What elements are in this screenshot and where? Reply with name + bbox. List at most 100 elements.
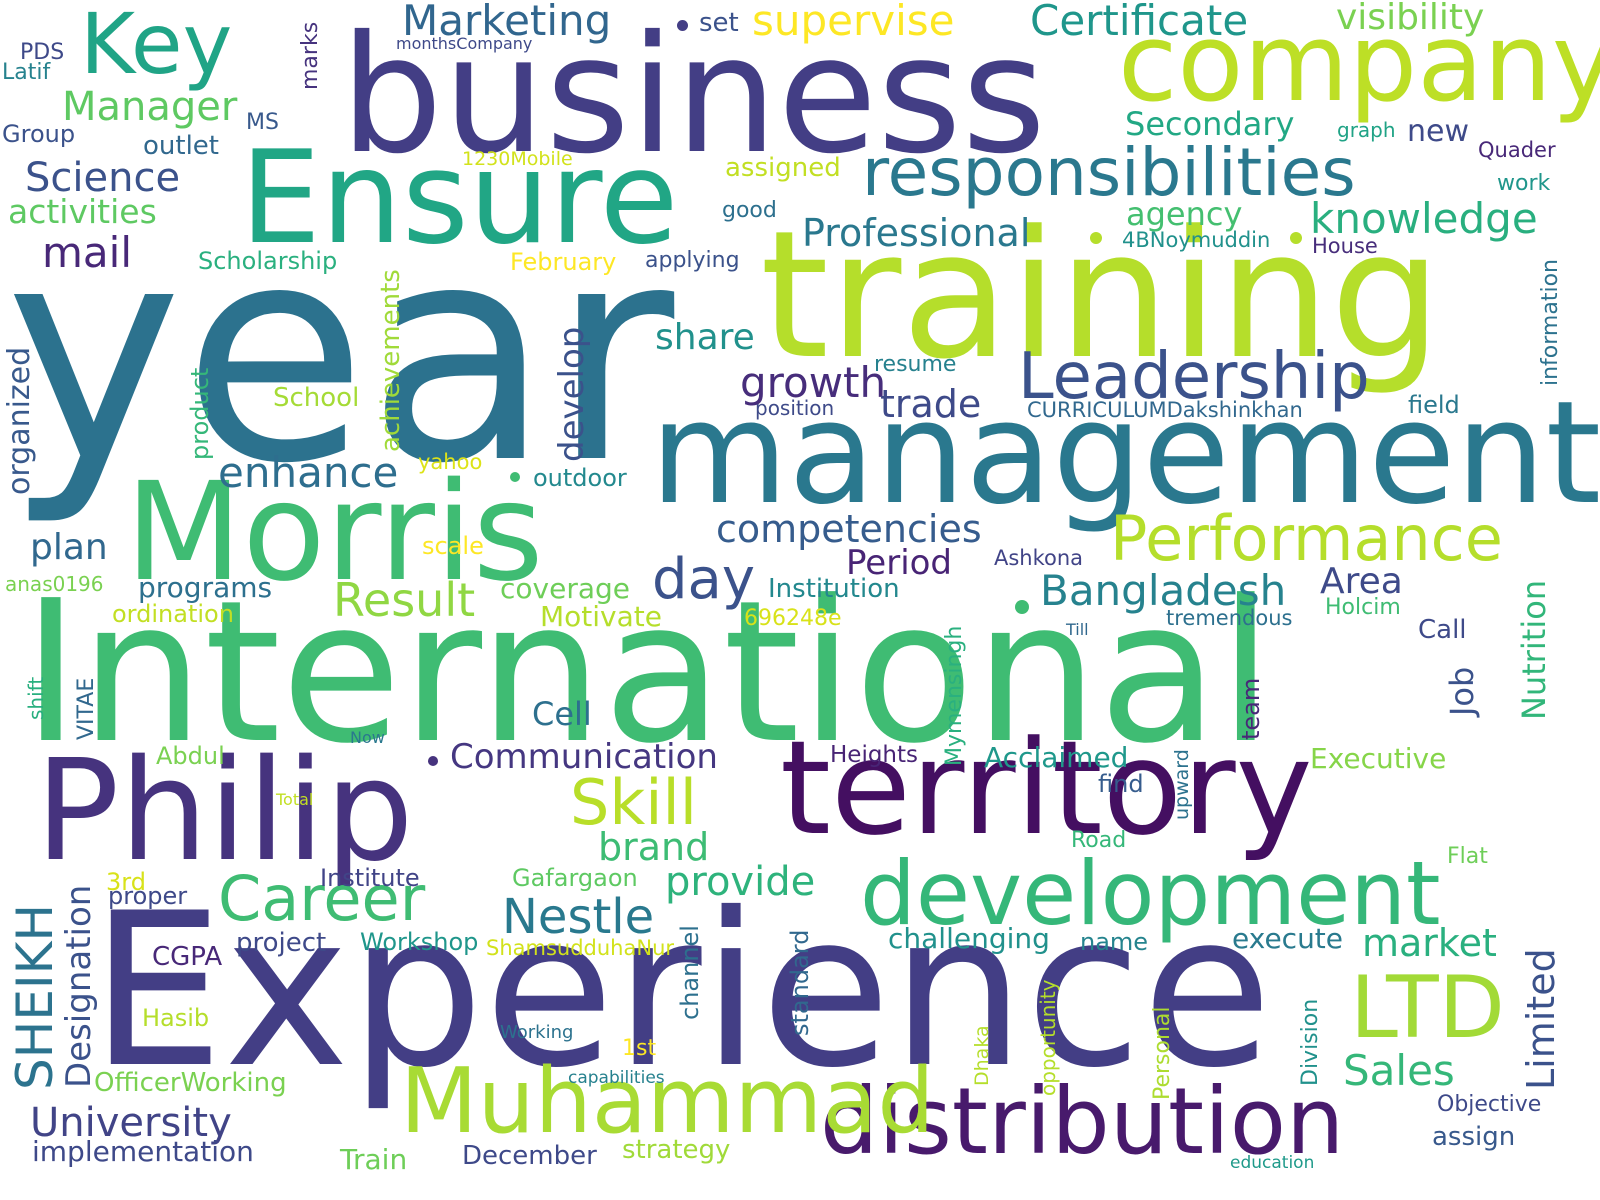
word-team: team [1237,677,1265,740]
word-ashkona: Ashkona [994,546,1084,570]
word-call: Call [1418,615,1467,645]
word-gafargaon: Gafargaon [512,864,638,892]
word-pds: PDS [20,40,65,65]
word-latif: Latif [2,60,51,85]
word-total: Total [276,790,314,809]
word-shamsudduhanur: ShamsudduhaNur [486,936,675,960]
word-bangladesh: Bangladesh [1040,566,1287,615]
word-day: day [652,547,756,612]
word-designation: Designation [59,884,99,1088]
word-philip: Philip [35,730,414,893]
word-product: product [186,367,214,460]
decorative-dot [1015,600,1029,614]
word-set: set [699,8,739,38]
word-working: Working [500,1022,574,1043]
word-road: Road [1071,828,1127,853]
word-holcim: Holcim [1325,595,1401,620]
word-cgpa: CGPA [152,942,223,972]
word-ensure: Ensure [240,124,679,273]
word-sales: Sales [1343,1046,1455,1095]
word-upward: upward [1171,749,1193,820]
word-work: work [1497,171,1551,196]
word-ltd: LTD [1350,958,1505,1058]
word-nestle: Nestle [502,889,655,945]
word-tremendous: tremendous [1166,606,1293,630]
word-brand: brand [598,825,710,869]
word-growth: growth [740,358,887,407]
word-hasib: Hasib [142,1004,210,1032]
word-house: House [1312,234,1378,258]
word-now: Now [350,728,385,747]
word-visibility: visibility [1336,0,1485,38]
word-executive: Executive [1310,742,1447,775]
word-outdoor: outdoor [533,464,627,492]
word-quader: Quader [1478,138,1556,162]
word-personal: Personal [1150,1006,1175,1100]
word-december: December [462,1141,597,1171]
word-abdul: Abdul [156,742,225,770]
word-supervise: supervise [752,0,955,45]
word-3rd: 3rd [106,868,146,896]
word-new: new [1407,114,1470,149]
word-enhance: enhance [218,448,399,497]
word-information: information [1538,259,1563,386]
word-implementation: implementation [32,1135,254,1168]
word-mymensingh: Mymensingh [942,625,967,766]
word-career: Career [218,862,426,935]
word-share: share [655,317,755,358]
word-field: field [1408,391,1460,419]
word-division: Division [1298,998,1323,1086]
word-business: business [340,2,1047,190]
word-scholarship: Scholarship [198,247,338,275]
word-school: School [273,383,360,413]
word-resume: resume [874,352,957,377]
word-limited: Limited [1519,948,1563,1090]
word-assign: assign [1432,1122,1516,1152]
decorative-dot [677,20,688,31]
word-sheikh: SHEIKH [6,903,64,1090]
word-trade: trade [880,382,982,426]
word-position: position [755,396,835,420]
word-area: Area [1320,561,1403,602]
word-opportunity: opportunity [1036,979,1060,1096]
word-assigned: assigned [725,153,841,183]
word-anas0196: anas0196 [5,572,104,596]
word-competencies: competencies [716,507,982,551]
word-plan: plan [30,527,108,568]
word-morris: Morris [125,454,544,612]
word-marketing: Marketing [402,0,612,45]
word-applying: applying [645,248,740,273]
word-1230mobile: 1230Mobile [462,148,573,170]
word-curriculumdakshinkhan: CURRICULUMDakshinkhan [1027,398,1303,422]
word-job: Job [1443,666,1481,716]
word-professional: Professional [802,211,1031,255]
word-manager: Manager [62,84,238,130]
word-market: market [1362,921,1497,965]
word-4bnoymuddin: 4BNoymuddin [1122,228,1271,252]
word-shift: shift [24,676,48,720]
word-good: good [722,198,777,223]
word-certificate: Certificate [1030,0,1249,45]
word-institute: Institute [320,864,420,892]
word-performance: Performance [1110,502,1503,575]
decorative-dot [1290,232,1302,244]
word-graph: graph [1337,118,1396,142]
word-mail: mail [42,228,132,277]
word-standard: standard [786,929,814,1036]
word-yahoo: yahoo [418,450,483,474]
decorative-dot [428,756,438,766]
word-group: Group [2,120,76,148]
word-motivate: Motivate [540,600,662,633]
word-flat: Flat [1447,844,1488,869]
word-programs: programs [138,571,273,604]
word-acclaimed: Acclaimed [984,741,1129,774]
word-workshop: Workshop [360,928,479,956]
word-heights: Heights [830,742,919,768]
word-till: Till [1066,620,1089,639]
word-ordination: ordination [112,600,234,628]
word-coverage: coverage [500,572,630,605]
word-secondary: Secondary [1125,105,1295,143]
word-science: Science [25,155,181,201]
word-dhaka: Dhaka [971,1025,993,1086]
